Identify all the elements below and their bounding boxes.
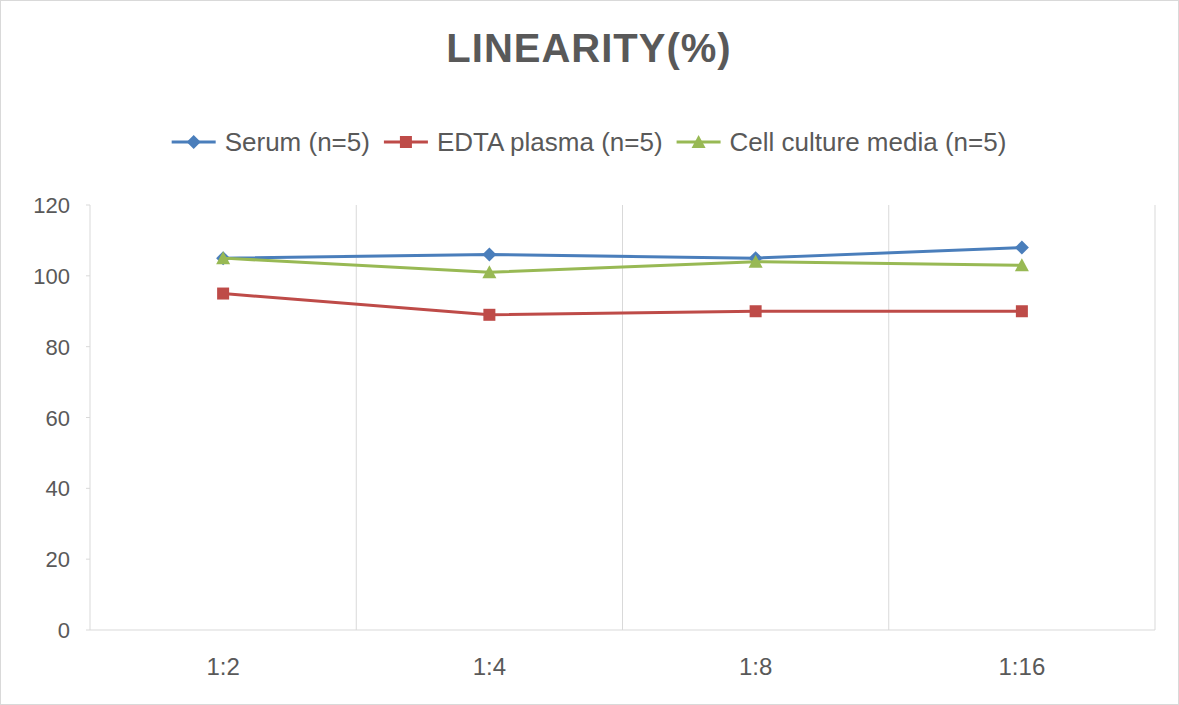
point bbox=[216, 251, 230, 264]
y-tick bbox=[86, 559, 90, 560]
point bbox=[1015, 258, 1029, 271]
point bbox=[482, 248, 496, 262]
grid-line bbox=[356, 205, 357, 630]
legend-label: EDTA plasma (n=5) bbox=[437, 127, 663, 157]
legend-item: Cell culture media (n=5) bbox=[677, 127, 1007, 157]
point bbox=[217, 288, 229, 300]
grid-line bbox=[888, 205, 889, 630]
grid-line bbox=[622, 205, 623, 630]
y-tick-label: 120 bbox=[33, 193, 70, 218]
x-tick-label: 1:2 bbox=[206, 653, 239, 680]
legend-marker bbox=[692, 135, 706, 148]
chart: LINEARITY(%) 0 20 40 60 80 100 120 1:2 1:4 1:8 1:16… bbox=[0, 0, 1179, 705]
series-line bbox=[223, 248, 1022, 259]
background bbox=[1, 1, 1179, 705]
grid-line bbox=[1155, 205, 1156, 630]
x-tick-label: 1:16 bbox=[999, 653, 1046, 680]
x-tick-label: 1:4 bbox=[473, 653, 506, 680]
legend-item: Serum (n=5) bbox=[172, 127, 370, 157]
legend-label: Serum (n=5) bbox=[225, 127, 370, 157]
y-tick bbox=[86, 275, 90, 276]
x-tick-label: 1:8 bbox=[739, 653, 772, 680]
plot-area bbox=[216, 241, 1029, 321]
y-tick-label: 80 bbox=[46, 335, 70, 360]
point bbox=[482, 265, 496, 278]
point bbox=[1016, 305, 1028, 317]
y-tick-label: 60 bbox=[46, 406, 70, 431]
y-tick bbox=[86, 488, 90, 489]
y-tick bbox=[86, 417, 90, 418]
point bbox=[750, 305, 762, 317]
series-line bbox=[223, 258, 1022, 272]
y-tick-label: 0 bbox=[58, 618, 70, 643]
legend-label: Cell culture media (n=5) bbox=[730, 127, 1007, 157]
series-line bbox=[223, 294, 1022, 315]
y-tick bbox=[86, 205, 90, 206]
y-tick-label: 100 bbox=[33, 264, 70, 289]
x-axis-line bbox=[90, 630, 1155, 631]
y-tick bbox=[86, 630, 90, 631]
legend-item: EDTA plasma (n=5) bbox=[384, 127, 663, 157]
point bbox=[483, 309, 495, 321]
y-tick-label: 40 bbox=[46, 476, 70, 501]
legend: Serum (n=5) EDTA plasma (n=5) Cell culture… bbox=[172, 127, 1007, 157]
y-tick bbox=[86, 346, 90, 347]
point bbox=[749, 255, 763, 268]
y-tick-label: 20 bbox=[46, 547, 70, 572]
legend-marker bbox=[400, 136, 412, 148]
title: LINEARITY(%) bbox=[446, 26, 731, 70]
legend-marker bbox=[187, 135, 201, 149]
point bbox=[1015, 241, 1029, 255]
